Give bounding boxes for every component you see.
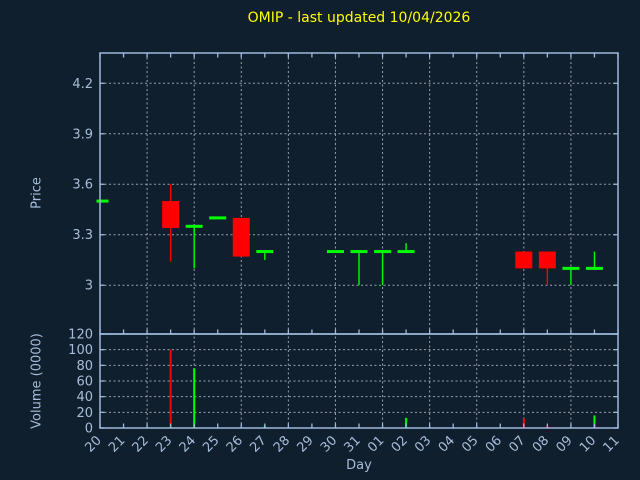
volume-bar	[193, 368, 196, 428]
price-tick-label: 3	[85, 279, 93, 294]
day-tick-label: 11	[601, 433, 623, 455]
price-tick-label: 3.3	[72, 228, 93, 243]
candle	[397, 243, 415, 254]
day-tick-label: 07	[506, 433, 528, 455]
day-tick-label: 09	[553, 433, 575, 455]
volume-tick-label: 60	[76, 375, 93, 390]
day-tick-label: 08	[530, 433, 552, 455]
candle	[374, 250, 392, 286]
volume-bar	[405, 417, 408, 428]
day-tick-label: 22	[130, 433, 152, 455]
day-tick-label: 28	[271, 433, 293, 455]
tick-marks	[99, 53, 619, 429]
x-axis-label: Day	[346, 458, 372, 473]
candle	[96, 199, 109, 203]
volume-tick-label: 100	[68, 343, 93, 358]
day-tick-label: 01	[365, 433, 387, 455]
candle	[185, 224, 203, 269]
candles-layer	[96, 184, 603, 286]
volume-tick-label: 20	[76, 406, 93, 421]
grid-layer	[100, 53, 618, 428]
candle	[562, 266, 580, 286]
price-tick-label: 4.2	[72, 77, 93, 92]
volume-tick-label: 80	[76, 359, 93, 374]
volume-bar	[522, 418, 525, 428]
volume-tick-label: 40	[76, 390, 93, 405]
volume-tick-label: 120	[68, 328, 93, 343]
candle	[585, 251, 603, 270]
volume-tick-label: 0	[85, 422, 93, 437]
price-tick-label: 3.9	[72, 127, 93, 142]
volume-bar	[593, 415, 596, 428]
chart-title: OMIP - last updated 10/04/2026	[247, 10, 471, 26]
volume-axis-label: Volume (0000)	[29, 333, 45, 429]
candle	[326, 250, 344, 254]
candle	[538, 251, 556, 286]
day-tick-label: 24	[177, 433, 199, 455]
day-tick-label: 05	[459, 433, 481, 455]
day-tick-label: 31	[342, 433, 364, 455]
day-tick-label: 30	[318, 433, 340, 455]
candle	[256, 250, 274, 260]
volume-bars-layer	[169, 349, 596, 428]
day-tick-label: 06	[483, 433, 505, 455]
day-tick-label: 23	[153, 433, 175, 455]
day-tick-label: 29	[294, 433, 316, 455]
day-tick-label: 10	[577, 433, 599, 455]
price-axis-label: Price	[29, 177, 45, 209]
day-tick-label: 26	[224, 433, 246, 455]
day-tick-label: 04	[436, 433, 458, 455]
candle	[162, 184, 180, 262]
day-tick-label: 02	[389, 433, 411, 455]
day-tick-label: 27	[247, 433, 269, 455]
volume-bar	[169, 349, 172, 428]
candle	[209, 216, 227, 220]
candle	[232, 217, 250, 257]
price-tick-label: 3.6	[72, 178, 93, 193]
day-tick-label: 25	[200, 433, 222, 455]
candle	[350, 250, 368, 286]
day-tick-label: 03	[412, 433, 434, 455]
candle	[515, 251, 533, 269]
day-tick-label: 21	[106, 433, 128, 455]
axes-spines	[99, 52, 619, 429]
day-tick-label: 20	[83, 433, 105, 455]
